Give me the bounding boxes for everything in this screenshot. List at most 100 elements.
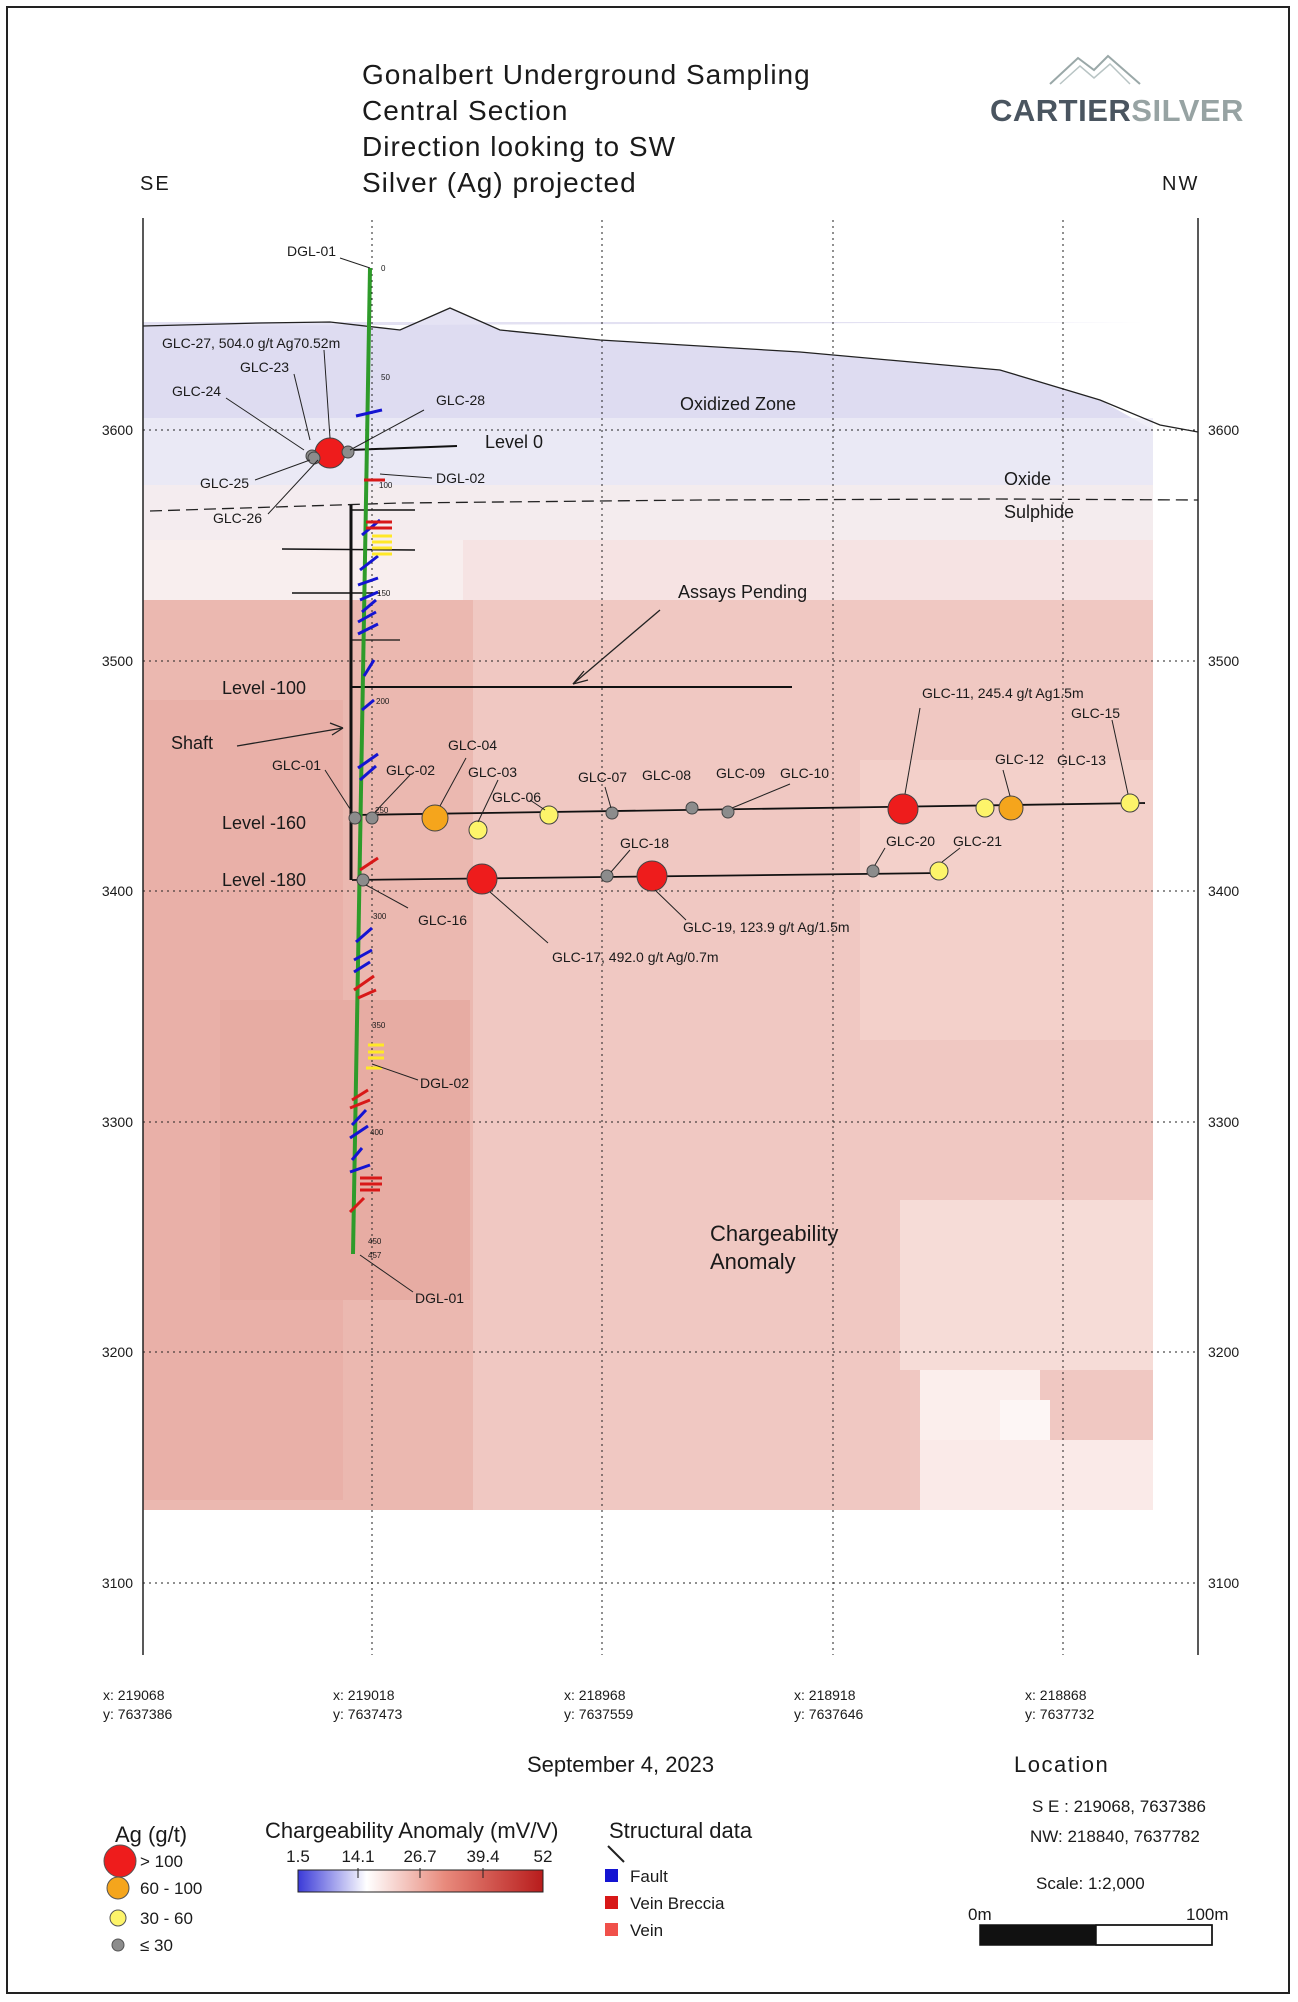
location-nw: NW: 218840, 7637782 bbox=[1030, 1827, 1200, 1846]
y-coord: y: 7637386 bbox=[103, 1706, 172, 1722]
location-heading: Location bbox=[1014, 1752, 1109, 1777]
sample-glc-04 bbox=[421, 804, 449, 832]
label-glc-03: GLC-03 bbox=[468, 764, 517, 780]
legend-charge-tick: 1.5 bbox=[286, 1847, 310, 1866]
level-100-label: Level -100 bbox=[222, 678, 306, 698]
sample-glc-08 bbox=[685, 801, 699, 815]
elev-label: 3300 bbox=[102, 1114, 133, 1130]
depth-tick: 150 bbox=[377, 589, 391, 598]
label-glc-16: GLC-16 bbox=[418, 912, 467, 928]
depth-tick: 300 bbox=[373, 912, 387, 921]
sample-glc-12 bbox=[975, 798, 995, 818]
elev-label: 3500 bbox=[102, 653, 133, 669]
label-glc-06: GLC-06 bbox=[492, 789, 541, 805]
yellow-assay-intervals bbox=[366, 534, 392, 1070]
depth-tick: 0 bbox=[381, 264, 386, 273]
label-glc-13: GLC-13 bbox=[1057, 752, 1106, 768]
label-glc-17: GLC-17, 492.0 g/t Ag/0.7m bbox=[552, 949, 719, 965]
sample-glc-21 bbox=[929, 861, 949, 881]
svg-text:CARTIERSILVER: CARTIERSILVER bbox=[990, 93, 1244, 128]
label-glc-02: GLC-02 bbox=[386, 762, 435, 778]
label-glc-19: GLC-19, 123.9 g/t Ag/1.5m bbox=[683, 919, 850, 935]
logo-text-light: SILVER bbox=[1131, 93, 1244, 128]
title-line-1: Gonalbert Underground Sampling bbox=[362, 59, 811, 90]
legend-ag-marker bbox=[103, 1844, 137, 1878]
sample-leader-lines bbox=[225, 349, 1129, 944]
x-coord: x: 219018 bbox=[333, 1687, 395, 1703]
legend-ag-marker bbox=[106, 1876, 130, 1900]
legend-struct-label: Vein bbox=[630, 1921, 663, 1940]
legend-charge-tick: 14.1 bbox=[341, 1847, 374, 1866]
vein-structures bbox=[348, 478, 392, 1214]
label-glc-15: GLC-15 bbox=[1071, 705, 1120, 721]
label-glc-20: GLC-20 bbox=[886, 833, 935, 849]
label-glc-26: GLC-26 bbox=[213, 510, 262, 526]
y-coord: y: 7637646 bbox=[794, 1706, 863, 1722]
scale-end: 100m bbox=[1186, 1905, 1229, 1924]
elev-label: 3400 bbox=[102, 883, 133, 899]
legend-ag: Ag (g/t) > 100 60 - 100 30 - 60 ≤ 30 bbox=[103, 1822, 202, 1955]
direction-right: NW bbox=[1162, 173, 1199, 195]
label-glc-11: GLC-11, 245.4 g/t Ag1.5m bbox=[922, 685, 1084, 701]
arrow-head bbox=[329, 722, 344, 736]
level-160-label: Level -160 bbox=[222, 813, 306, 833]
oxide-sulphide-boundary bbox=[149, 498, 1199, 512]
dgl-02-top-label: DGL-02 bbox=[436, 470, 485, 486]
sample-labels: GLC-27, 504.0 g/t Ag70.52m GLC-23 GLC-24… bbox=[162, 335, 1120, 965]
depth-ticks: 0 50 100 150 200 250 300 350 400 450 457 bbox=[368, 264, 393, 1260]
label-glc-23: GLC-23 bbox=[240, 359, 289, 375]
level-0-label: Level 0 bbox=[485, 432, 543, 452]
elev-label: 3600 bbox=[1208, 422, 1239, 438]
sample-glc-19 bbox=[636, 860, 668, 892]
depth-tick: 50 bbox=[381, 373, 390, 382]
label-glc-21: GLC-21 bbox=[953, 833, 1002, 849]
sample-glc-13 bbox=[998, 795, 1024, 821]
elev-label: 3200 bbox=[1208, 1344, 1239, 1360]
sample-glc-27 bbox=[314, 437, 346, 469]
scale-label: Scale: 1:2,000 bbox=[1036, 1874, 1145, 1893]
direction-left: SE bbox=[140, 173, 171, 195]
x-coord: x: 219068 bbox=[103, 1687, 165, 1703]
right-elevation-labels: 3600 3500 3400 3300 3200 3100 bbox=[1208, 422, 1239, 1591]
title-line-4: Silver (Ag) projected bbox=[362, 167, 637, 198]
legend-structural: Structural data Fault Vein Breccia Vein bbox=[605, 1818, 753, 1940]
title-line-3: Direction looking to SW bbox=[362, 131, 676, 162]
logo-text-dark: CARTIER bbox=[990, 93, 1131, 128]
scale-start: 0m bbox=[968, 1905, 992, 1924]
company-logo: CARTIERSILVER bbox=[990, 54, 1244, 128]
legend-charge-tick: 39.4 bbox=[466, 1847, 499, 1866]
dgl-01-bottom-label: DGL-01 bbox=[415, 1290, 464, 1306]
grid-lines bbox=[143, 220, 1198, 1655]
level-180-label: Level -180 bbox=[222, 870, 306, 890]
shaft-label: Shaft bbox=[171, 733, 213, 753]
arrow-head bbox=[572, 670, 589, 685]
sulphide-label: Sulphide bbox=[1004, 502, 1074, 522]
depth-tick: 250 bbox=[375, 806, 389, 815]
legend-ag-title: Ag (g/t) bbox=[115, 1822, 187, 1847]
x-coord: x: 218968 bbox=[564, 1687, 626, 1703]
location-se: S E : 219068, 7637386 bbox=[1032, 1797, 1206, 1816]
chargeability-label-2: Anomaly bbox=[710, 1249, 796, 1274]
elev-label: 3400 bbox=[1208, 883, 1239, 899]
left-elevation-labels: 3600 3500 3400 3300 3200 3100 bbox=[102, 422, 133, 1591]
depth-tick: 450 bbox=[368, 1237, 382, 1246]
legend-ag-marker bbox=[109, 1909, 127, 1927]
elev-label: 3100 bbox=[1208, 1575, 1239, 1591]
label-glc-01: GLC-01 bbox=[272, 757, 321, 773]
sample-glc-02 bbox=[365, 811, 379, 825]
x-coord: x: 218868 bbox=[1025, 1687, 1087, 1703]
legend-ag-label: 60 - 100 bbox=[140, 1879, 202, 1898]
shaft-arrow bbox=[236, 727, 344, 747]
assays-pending-label: Assays Pending bbox=[678, 582, 807, 602]
dgl-01-top-label: DGL-01 bbox=[287, 243, 336, 259]
label-glc-12: GLC-12 bbox=[995, 751, 1044, 767]
sample-glc-20 bbox=[866, 864, 880, 878]
elev-label: 3600 bbox=[102, 422, 133, 438]
sample-glc-25 bbox=[307, 451, 321, 465]
legend-charge-title: Chargeability Anomaly (mV/V) bbox=[265, 1818, 558, 1843]
legend-chargeability: Chargeability Anomaly (mV/V) 1.5 14.1 26… bbox=[265, 1818, 558, 1893]
label-glc-04: GLC-04 bbox=[448, 737, 497, 753]
drill-hole-dgl-01 bbox=[351, 267, 372, 1255]
label-glc-08: GLC-08 bbox=[642, 767, 691, 783]
